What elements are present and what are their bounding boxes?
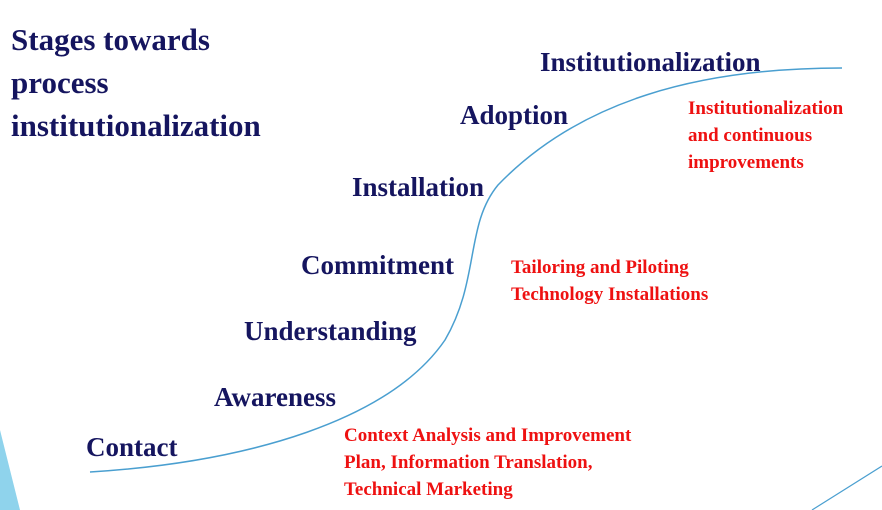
title-line-1: Stages towards [11,22,210,57]
note-bottom-line-3: Technical Marketing [344,479,513,500]
stage-understanding: Understanding [244,316,417,346]
stage-commitment: Commitment [301,250,454,280]
title-line-2: process [11,65,109,100]
note-top-line-1: Institutionalization [688,98,844,119]
diagram-title: Stages towards process institutionalizat… [11,18,261,147]
stage-awareness: Awareness [214,382,336,412]
note-institutionalization: Institutionalization and continuous impr… [688,95,843,176]
note-middle-line-2: Technology Installations [511,284,709,305]
stage-adoption: Adoption [460,100,569,130]
stage-contact: Contact [86,432,178,462]
note-tailoring: Tailoring and Piloting Technology Instal… [511,254,708,308]
note-top-line-3: improvements [688,152,804,173]
stage-installation: Installation [352,172,485,202]
corner-accent-line [811,465,882,510]
note-bottom-line-1: Context Analysis and Improvement [344,425,632,446]
s-curve [89,67,843,473]
note-middle-line-1: Tailoring and Piloting [511,257,689,278]
note-bottom-line-2: Plan, Information Translation, [344,452,593,473]
note-context-analysis: Context Analysis and Improvement Plan, I… [344,422,631,503]
note-top-line-2: and continuous [688,125,813,146]
corner-accent-shape [0,430,20,510]
title-line-3: institutionalization [11,108,261,143]
stage-institutionalization: Institutionalization [540,47,761,77]
